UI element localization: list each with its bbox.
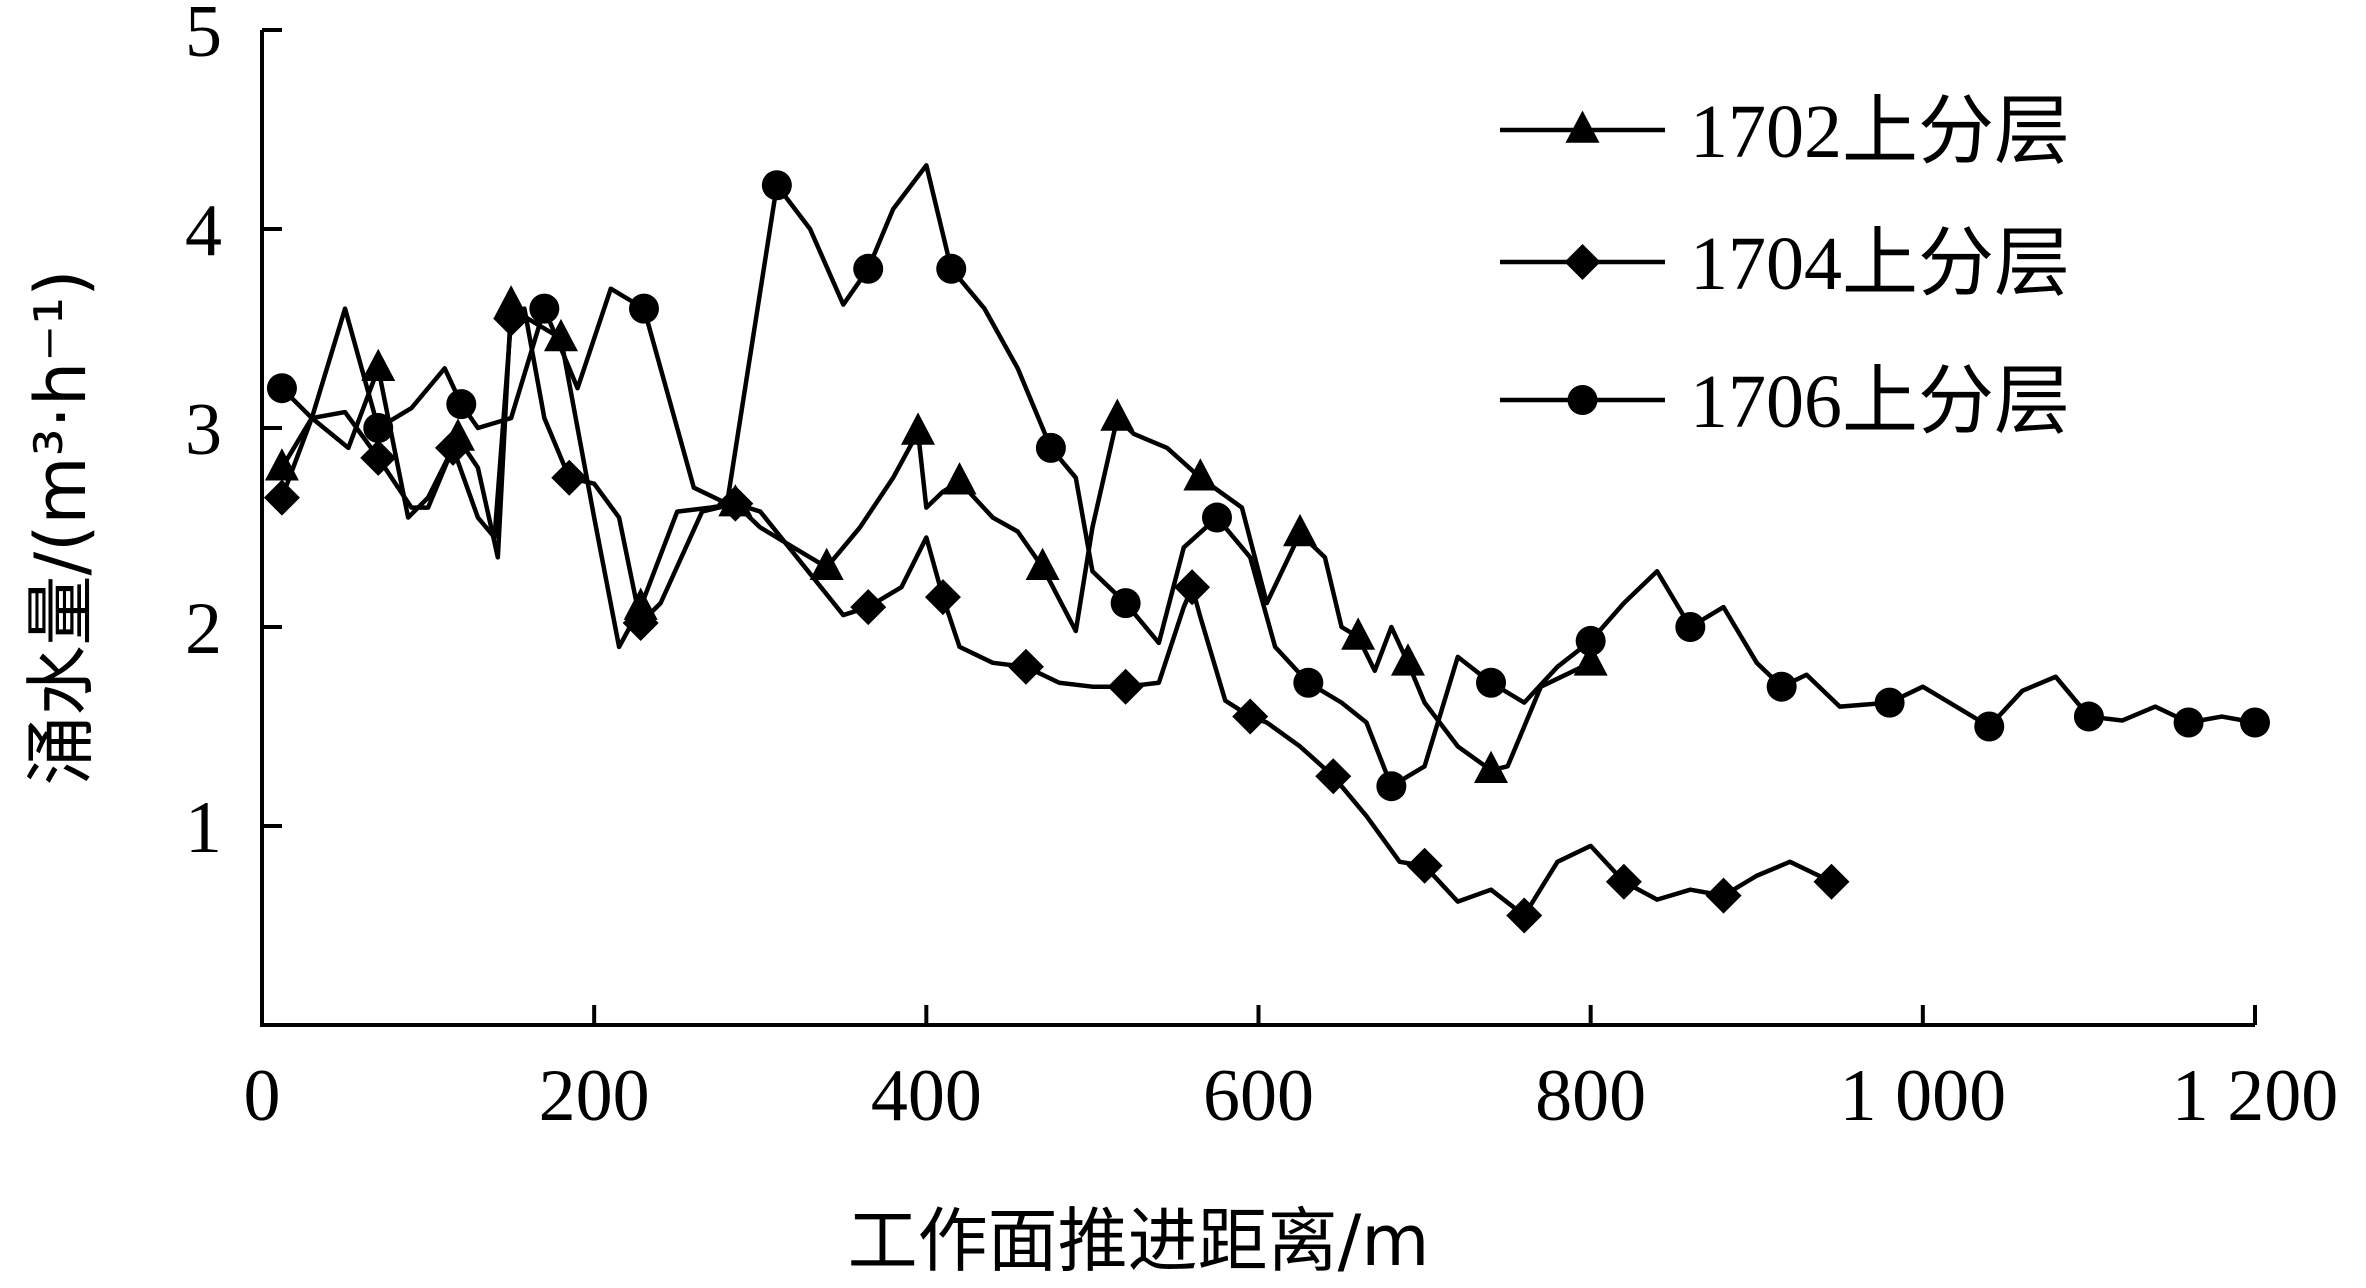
- data-point: [1675, 612, 1706, 642]
- series-2: [263, 300, 1850, 934]
- data-point: [2240, 707, 2270, 738]
- data-point: [266, 373, 297, 404]
- data-point: [1766, 671, 1797, 702]
- data-point: [493, 300, 530, 337]
- data-point: [1874, 687, 1905, 718]
- y-tick-label: 3: [185, 389, 222, 471]
- data-point: [853, 253, 884, 284]
- series-layer: [263, 163, 2270, 934]
- y-axis-title: 涌水量/(m³·h⁻¹): [20, 269, 102, 785]
- data-point: [1406, 847, 1443, 884]
- data-point: [1575, 625, 1606, 656]
- data-point: [1974, 711, 2005, 742]
- data-point: [628, 293, 659, 324]
- data-point: [1100, 398, 1135, 431]
- legend-entry: 1706上分层: [1500, 360, 2070, 444]
- data-point: [1315, 758, 1352, 795]
- data-point: [924, 579, 961, 616]
- data-point: [936, 253, 967, 284]
- legend-marker: [1565, 110, 1600, 143]
- series-1: [264, 285, 1608, 784]
- data-point: [901, 412, 936, 445]
- data-point: [1506, 897, 1543, 934]
- data-point: [363, 413, 394, 443]
- data-point: [2173, 707, 2204, 738]
- legend-entry: 1704上分层: [1500, 222, 2070, 306]
- data-point: [1605, 863, 1642, 900]
- legend-label: 1704上分层: [1690, 222, 2070, 306]
- legend-marker: [1564, 244, 1601, 280]
- x-tick-label: 1 000: [1840, 1055, 2007, 1137]
- series-line: [280, 302, 1592, 773]
- y-tick-label: 1: [185, 787, 222, 869]
- y-tick-label: 2: [185, 588, 222, 670]
- legend-label: 1706上分层: [1690, 360, 2070, 444]
- legend: 1702上分层 1704上分层 1706上分层: [1500, 90, 2070, 444]
- data-point: [809, 547, 844, 581]
- data-point: [1025, 547, 1060, 581]
- data-point: [942, 462, 977, 495]
- legend-entry: 1702上分层: [1500, 90, 2070, 174]
- data-point: [263, 479, 300, 516]
- data-point: [1293, 667, 1324, 698]
- data-point: [1474, 750, 1509, 784]
- x-axis-title: 工作面推进距离/m: [848, 1200, 1430, 1282]
- y-tick-label: 5: [185, 0, 222, 73]
- data-point: [543, 318, 578, 352]
- data-point: [850, 589, 887, 626]
- x-tick-label: 0: [244, 1055, 281, 1137]
- data-point: [622, 605, 659, 642]
- data-point: [2073, 701, 2104, 732]
- data-point: [1476, 667, 1507, 698]
- series-3: [266, 163, 2270, 802]
- data-point: [1376, 771, 1407, 802]
- data-point: [446, 389, 477, 420]
- data-point: [1174, 569, 1211, 606]
- x-tick-label: 1 200: [2172, 1055, 2339, 1137]
- data-point: [360, 439, 397, 476]
- data-point: [1232, 698, 1269, 735]
- data-point: [1283, 513, 1318, 547]
- legend-label: 1702上分层: [1690, 90, 2070, 174]
- data-point: [529, 293, 560, 324]
- data-point: [1813, 863, 1850, 900]
- data-point: [1007, 648, 1044, 685]
- data-point: [1341, 617, 1376, 650]
- legend-marker: [1567, 385, 1598, 415]
- data-point: [1573, 643, 1608, 676]
- data-point: [551, 459, 588, 496]
- data-point: [1183, 458, 1218, 491]
- data-point: [1035, 432, 1066, 463]
- series-line: [280, 163, 2256, 789]
- data-point: [1107, 668, 1144, 705]
- x-tick-label: 400: [871, 1055, 982, 1137]
- axes: 0 200 400 600 800 1 000 1 200 1 2 3 4 5 工作面推进距离/m 涌水量…: [20, 0, 2338, 1282]
- x-tick-label: 800: [1535, 1055, 1646, 1137]
- data-point: [1705, 877, 1742, 914]
- data-point: [1390, 643, 1425, 676]
- y-tick-label: 4: [185, 190, 222, 272]
- x-tick-label: 600: [1203, 1055, 1314, 1137]
- data-point: [761, 170, 792, 201]
- data-point: [434, 429, 471, 466]
- data-point: [1110, 588, 1141, 619]
- data-point: [361, 348, 396, 382]
- x-tick-label: 200: [539, 1055, 650, 1137]
- data-point: [1201, 502, 1232, 533]
